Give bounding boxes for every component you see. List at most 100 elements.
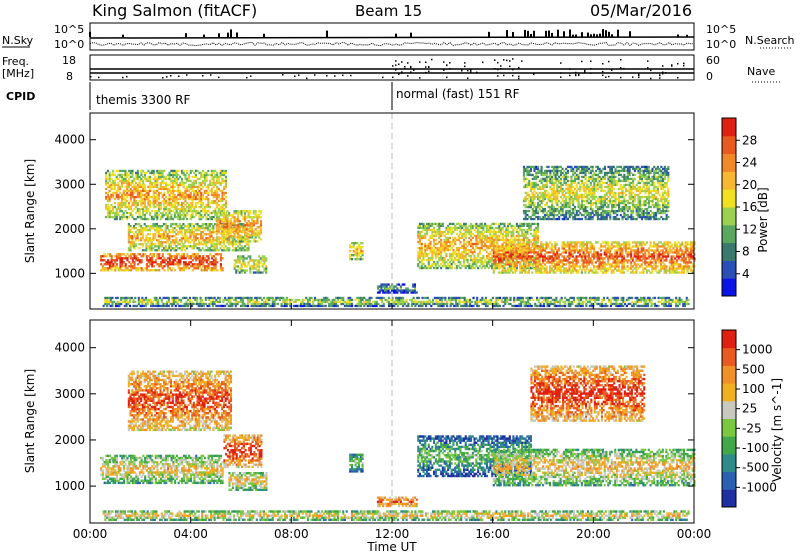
heatmap-cell — [161, 261, 164, 264]
heatmap-cell — [247, 255, 250, 258]
heatmap-cell — [193, 207, 196, 211]
heatmap-cell — [482, 236, 485, 240]
heatmap-cell — [161, 173, 164, 177]
heatmap-cell — [557, 261, 560, 264]
heatmap-cell — [165, 187, 168, 191]
heatmap-cell — [496, 266, 499, 270]
heatmap-cell — [418, 256, 421, 260]
heatmap-cell — [667, 245, 670, 248]
heatmap-cell — [129, 199, 132, 203]
heatmap-cell — [454, 242, 457, 246]
heatmap-cell — [580, 241, 583, 244]
heatmap-cell — [231, 238, 234, 241]
heatmap-cell — [427, 264, 430, 268]
heatmap-cell — [438, 236, 441, 240]
heatmap-cell — [167, 257, 170, 260]
heatmap-cell — [492, 222, 495, 226]
heatmap-cell — [459, 266, 462, 270]
heatmap-cell — [496, 238, 499, 242]
heatmap-cell — [564, 271, 567, 274]
heatmap-cell — [600, 243, 603, 246]
heatmap-cell — [429, 246, 432, 250]
heatmap-cell — [506, 241, 509, 244]
heatmap-cell — [161, 211, 164, 215]
heatmap-cell — [457, 250, 460, 254]
heatmap-cell — [556, 269, 559, 272]
heatmap-cell — [172, 195, 175, 199]
heatmap-cell — [526, 222, 529, 226]
heatmap-cell — [223, 171, 226, 175]
heatmap-cell — [237, 214, 240, 217]
heatmap-cell — [172, 259, 175, 262]
heatmap-cell — [577, 249, 580, 252]
heatmap-cell — [463, 254, 466, 258]
heatmap-cell — [189, 241, 192, 244]
heatmap-cell — [222, 212, 225, 215]
heatmap-cell — [510, 243, 513, 246]
heatmap-cell — [245, 243, 248, 246]
heatmap-cell — [133, 199, 136, 203]
heatmap-cell — [503, 255, 506, 258]
heatmap-cell — [563, 259, 566, 262]
heatmap-cell — [159, 187, 162, 191]
heatmap-cell — [603, 249, 606, 252]
heatmap-cell — [184, 209, 187, 213]
heatmap-cell — [202, 195, 205, 199]
heatmap-cell — [450, 240, 453, 244]
heatmap-cell — [679, 249, 682, 252]
heatmap-cell — [422, 254, 425, 258]
heatmap-cell — [505, 230, 508, 234]
heatmap-cell — [159, 233, 162, 236]
heatmap-cell — [207, 227, 210, 230]
heatmap-cell — [612, 265, 615, 268]
heatmap-cell — [637, 249, 640, 252]
heatmap-cell — [121, 185, 124, 189]
heatmap-cell — [424, 242, 427, 246]
freq-tick-top: 18 — [62, 54, 76, 67]
heatmap-cell — [173, 173, 176, 177]
heatmap-cell — [529, 232, 532, 236]
heatmap-cell — [226, 230, 229, 233]
heatmap-cell — [173, 231, 176, 234]
heatmap-cell — [154, 237, 157, 240]
heatmap-cell — [138, 243, 141, 246]
heatmap-cell — [175, 195, 178, 199]
heatmap-cell — [191, 181, 194, 185]
nave-dot — [533, 73, 535, 75]
heatmap-cell — [138, 239, 141, 242]
heatmap-cell — [424, 226, 427, 230]
heatmap-cell — [198, 191, 201, 195]
heatmap-cell — [126, 189, 129, 193]
heatmap-cell — [211, 263, 214, 266]
heatmap-cell — [177, 247, 180, 250]
heatmap-cell — [219, 253, 222, 256]
heatmap-cell — [571, 245, 574, 248]
heatmap-cell — [471, 244, 474, 248]
nave-dot — [647, 60, 649, 62]
heatmap-cell — [534, 251, 537, 254]
heatmap-cell — [524, 217, 527, 221]
heatmap-cell — [434, 222, 437, 226]
heatmap-cell — [138, 223, 141, 226]
heatmap-cell — [691, 249, 694, 252]
heatmap-cell — [520, 265, 523, 268]
heatmap-cell — [660, 265, 663, 268]
heatmap-cell — [515, 243, 518, 246]
heatmap-cell — [436, 242, 439, 246]
heatmap-cell — [512, 265, 515, 268]
heatmap-cell — [584, 271, 587, 274]
nave-dot — [500, 68, 502, 70]
heatmap-cell — [154, 223, 157, 226]
heatmap-cell — [186, 263, 189, 266]
heatmap-cell — [524, 222, 527, 226]
heatmap-cell — [198, 199, 201, 203]
heatmap-cell — [433, 238, 436, 242]
heatmap-cell — [528, 238, 531, 242]
heatmap-cell — [164, 237, 167, 240]
heatmap-cell — [635, 259, 638, 262]
heatmap-cell — [427, 224, 430, 228]
heatmap-cell — [207, 255, 210, 258]
heatmap-cell — [208, 239, 211, 242]
heatmap-cell — [522, 269, 525, 272]
heatmap-cell — [496, 249, 499, 252]
